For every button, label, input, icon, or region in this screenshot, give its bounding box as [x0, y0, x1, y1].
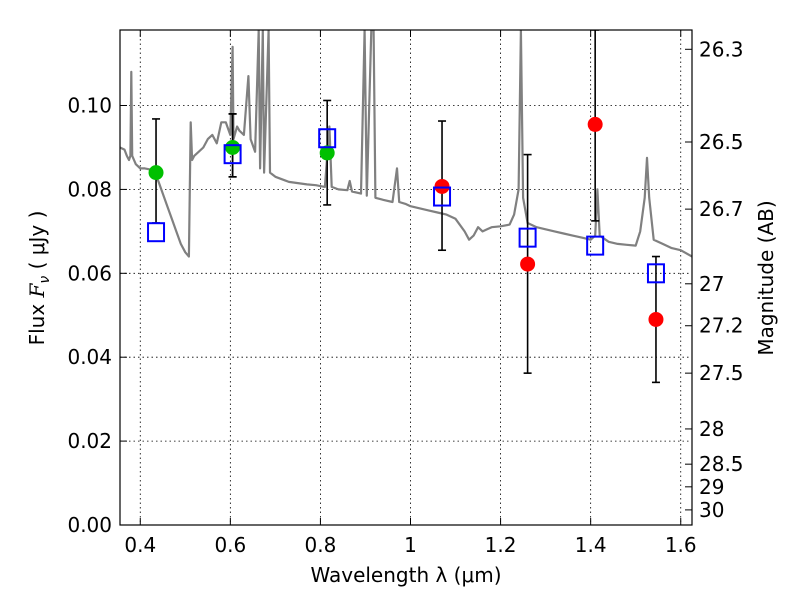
observed-point: [520, 256, 536, 272]
y-tick-label: 0.02: [67, 429, 112, 453]
right-tick-label: 27.2: [699, 314, 744, 338]
x-tick-label: 1.2: [485, 533, 517, 557]
model-photometry-point: [586, 235, 605, 256]
model-photometry-point: [223, 144, 242, 165]
right-tick-label: 26.3: [699, 37, 744, 61]
right-tick-label: 28.5: [699, 452, 744, 476]
y-axis-label-subscript: ν: [37, 276, 53, 284]
model-photometry-point: [518, 227, 537, 248]
axes: 0.4 0.6 0.8 1 1.2 1.4 1.6 0.00 0.02 0.04 0.06 0.08 0…: [67, 30, 744, 557]
y-axis-label-prefix: Flux: [25, 297, 49, 345]
observed-point: [648, 311, 664, 327]
plot-content: [120, 30, 692, 384]
observed-point: [148, 165, 164, 181]
right-tick-label: 26.7: [699, 197, 744, 221]
right-tick-label: 27.5: [699, 361, 744, 385]
x-axis-label: Wavelength λ (μm): [310, 563, 501, 587]
model-photometry-point: [433, 186, 452, 207]
y-axis-label-symbol: F: [25, 282, 49, 298]
observed-point: [225, 139, 241, 155]
model-spectrum-line: [120, 30, 692, 258]
y-tick-label: 0.00: [67, 513, 112, 537]
x-tick-label: 0.6: [214, 533, 246, 557]
y-axis-label: Flux Fν ( μJy ): [25, 211, 53, 346]
y-axis-label-suffix: ( μJy ): [25, 211, 49, 276]
y-tick-label: 0.08: [67, 177, 112, 201]
right-axis-label: Magnitude (AB): [754, 200, 778, 355]
y-tick-label: 0.10: [67, 94, 112, 118]
right-tick-label: 29: [699, 475, 724, 499]
observed-point: [587, 116, 603, 132]
right-tick-label: 26.5: [699, 130, 744, 154]
observed-point: [319, 145, 335, 161]
right-tick-label: 27: [699, 272, 724, 296]
x-tick-label: 0.8: [305, 533, 337, 557]
x-tick-label: 1.6: [665, 533, 697, 557]
model-photometry-point: [646, 263, 665, 284]
x-tick-label: 0.4: [124, 533, 156, 557]
y-tick-label: 0.04: [67, 345, 112, 369]
right-tick-label: 30: [699, 498, 724, 522]
y-tick-label: 0.06: [67, 261, 112, 285]
model-photometry-point: [318, 128, 337, 149]
observed-point: [434, 178, 450, 194]
right-tick-label: 28: [699, 417, 724, 441]
x-tick-label: 1: [404, 533, 417, 557]
model-photometry-point: [147, 222, 166, 243]
plot-frame: [119, 29, 693, 526]
x-tick-label: 1.4: [575, 533, 607, 557]
